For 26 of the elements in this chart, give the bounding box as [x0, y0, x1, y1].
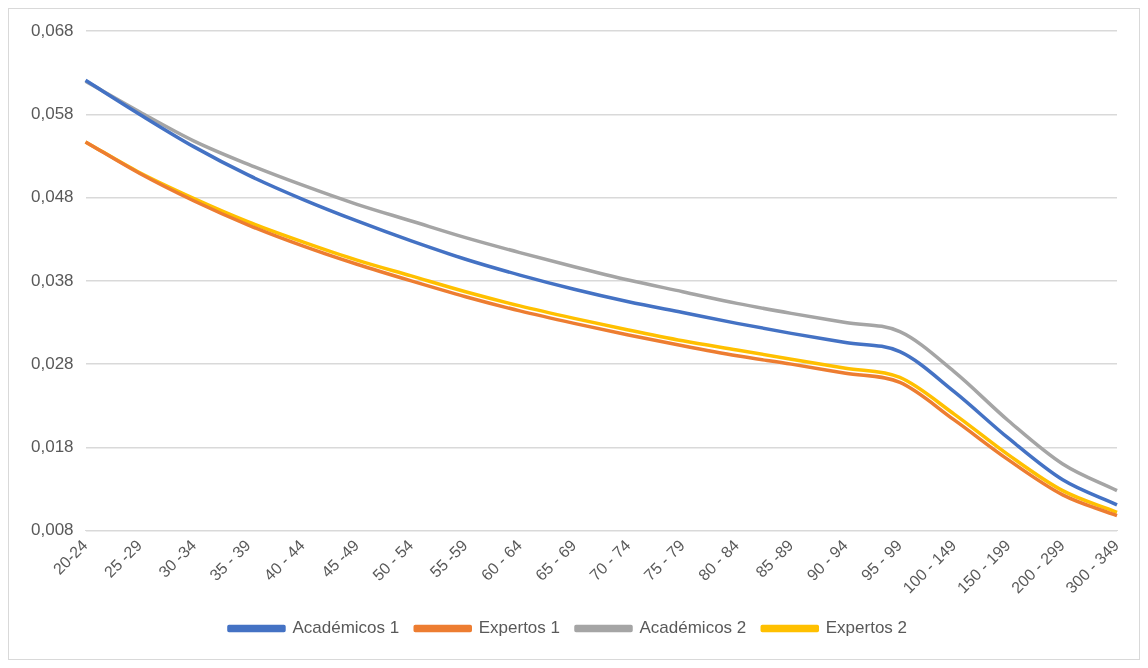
y-tick-label: 0,068 — [30, 20, 74, 40]
x-tick-label: 65 - 69 — [532, 536, 580, 584]
y-tick-label: 0,028 — [30, 353, 74, 373]
x-tick-label: 40 - 44 — [260, 536, 308, 584]
x-tick-label: 80 - 84 — [694, 536, 743, 584]
y-tick-label: 0,008 — [30, 520, 74, 540]
x-tick-label: 95 - 99 — [857, 536, 906, 584]
x-tick-label: 85 -89 — [752, 536, 797, 581]
x-tick-label: 75 - 79 — [640, 536, 689, 584]
y-tick-label: 0,048 — [30, 187, 74, 207]
x-tick-label: 35 - 39 — [206, 536, 254, 584]
x-tick-label: 30 -34 — [155, 536, 200, 581]
legend-label: Académicos 2 — [639, 618, 747, 638]
x-tick-label: 60 - 64 — [477, 536, 526, 584]
y-tick-label: 0,018 — [30, 437, 74, 457]
x-tick-label: 70 - 74 — [586, 536, 634, 584]
x-tick-label: 25 -29 — [100, 536, 146, 581]
x-tick-label: 90 - 94 — [803, 536, 851, 584]
y-tick-label: 0,058 — [30, 104, 74, 124]
y-tick-label: 0,038 — [30, 270, 74, 290]
legend-label: Expertos 1 — [478, 618, 560, 638]
x-tick-label: 50 - 54 — [369, 536, 417, 584]
x-tick-label: 55 -59 — [426, 536, 471, 581]
legend-label: Académicos 1 — [292, 618, 400, 638]
x-tick-label: 45 -49 — [318, 536, 363, 581]
legend-label: Expertos 2 — [825, 618, 908, 638]
